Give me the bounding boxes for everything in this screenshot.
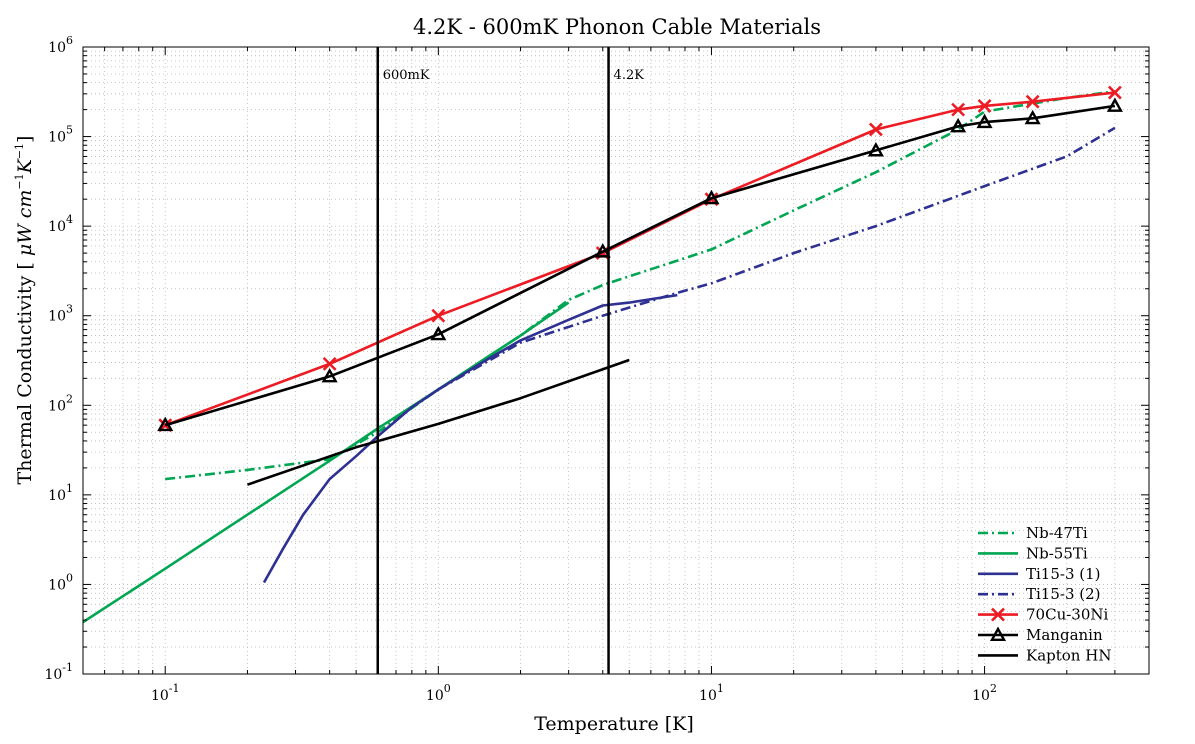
y-tick-label: 101 (48, 482, 73, 504)
legend-ti15-3-2-label: Ti15-3 (2) (1026, 585, 1101, 603)
series-manganin-point (703, 189, 720, 205)
series-manganin-point (321, 367, 338, 383)
series-ti15-3-1-line (262, 293, 678, 584)
legend-kapton-hn-label: Kapton HN (1026, 646, 1111, 664)
y-tick-label: 100 (48, 571, 73, 593)
series-manganin-point (976, 113, 993, 129)
legend-70cu-30ni-point (991, 607, 1005, 622)
x-axis-label: Temperature [K] (534, 713, 694, 735)
legend-manganin-point (989, 626, 1007, 641)
series-70cu-30ni-point (1025, 94, 1040, 109)
series-manganin-point (430, 325, 447, 341)
series-manganin-line (164, 104, 1116, 427)
grid (82, 46, 1150, 675)
legend-ti15-3-1-label: Ti15-3 (1) (1026, 565, 1101, 583)
legend-nb-55ti-label: Nb-55Ti (1026, 544, 1088, 562)
plot-frame (82, 46, 1150, 675)
series-70cu-30ni-line (164, 91, 1116, 427)
y-axis-label: Thermal Conductivity [ μW cm−1K−1] (13, 136, 36, 485)
series-70cu-30ni-point (868, 122, 883, 137)
series-70cu-30ni-point (977, 98, 992, 113)
annotation-layer: 600mK 4.2K (376, 47, 645, 674)
x-ticks: 10-1 100 101 102 (82, 47, 1150, 704)
legend-ti15-3-1: Ti15-3 (1) (978, 565, 1101, 583)
y-tick-label: 104 (48, 213, 73, 235)
series-nb-47ti-line (165, 90, 1116, 481)
series-nb-55ti-line (82, 301, 570, 624)
x-tick-label: 102 (972, 682, 997, 704)
series-70cu-30ni-point (1107, 85, 1122, 100)
legend-nb-47ti: Nb-47Ti (978, 524, 1088, 542)
legend-manganin-label: Manganin (1026, 626, 1103, 644)
legend-manganin: Manganin (978, 626, 1103, 644)
series-manganin-point (867, 141, 884, 157)
series-70cu-30ni-point (322, 356, 337, 371)
series-ti15-3-2-line (437, 126, 1116, 391)
series-kapton-hn-line (246, 358, 630, 486)
annotation-label-600mk: 600mK (383, 68, 430, 83)
legend: Nb-47Ti Nb-55Ti Ti15-3 (1) Ti15-3 (2) 70Cu-3… (978, 524, 1111, 664)
annotation-label-4-2k: 4.2K (614, 68, 645, 83)
legend-kapton-hn: Kapton HN (978, 646, 1111, 664)
y-tick-label: 106 (48, 34, 73, 56)
x-tick-label: 100 (426, 682, 451, 704)
legend-70cu-30ni-label: 70Cu-30Ni (1026, 606, 1109, 624)
y-tick-label: 103 (48, 303, 73, 325)
legend-70cu-30ni: 70Cu-30Ni (978, 606, 1109, 624)
legend-nb-55ti: Nb-55Ti (978, 544, 1088, 562)
x-tick-label: 101 (699, 682, 724, 704)
legend-nb-47ti-label: Nb-47Ti (1026, 524, 1088, 542)
series-manganin-point (157, 416, 174, 432)
series-70cu-30ni-point (951, 102, 966, 117)
chart-title: 4.2K - 600mK Phonon Cable Materials (413, 15, 821, 39)
y-tick-label: 10-1 (44, 661, 73, 683)
series-manganin-point (1024, 109, 1041, 125)
y-tick-label: 102 (48, 392, 73, 414)
legend-ti15-3-2: Ti15-3 (2) (978, 585, 1101, 603)
series-manganin-point (1106, 97, 1123, 112)
y-ticks: 10-1 100 101 102 103 104 105 106 (44, 34, 1149, 683)
series-layer (82, 85, 1123, 624)
series-manganin-point (950, 117, 967, 133)
x-tick-label: 10-1 (151, 682, 180, 704)
series-70cu-30ni-point (431, 308, 446, 323)
y-tick-label: 105 (48, 124, 73, 146)
series-manganin-point (594, 243, 611, 258)
